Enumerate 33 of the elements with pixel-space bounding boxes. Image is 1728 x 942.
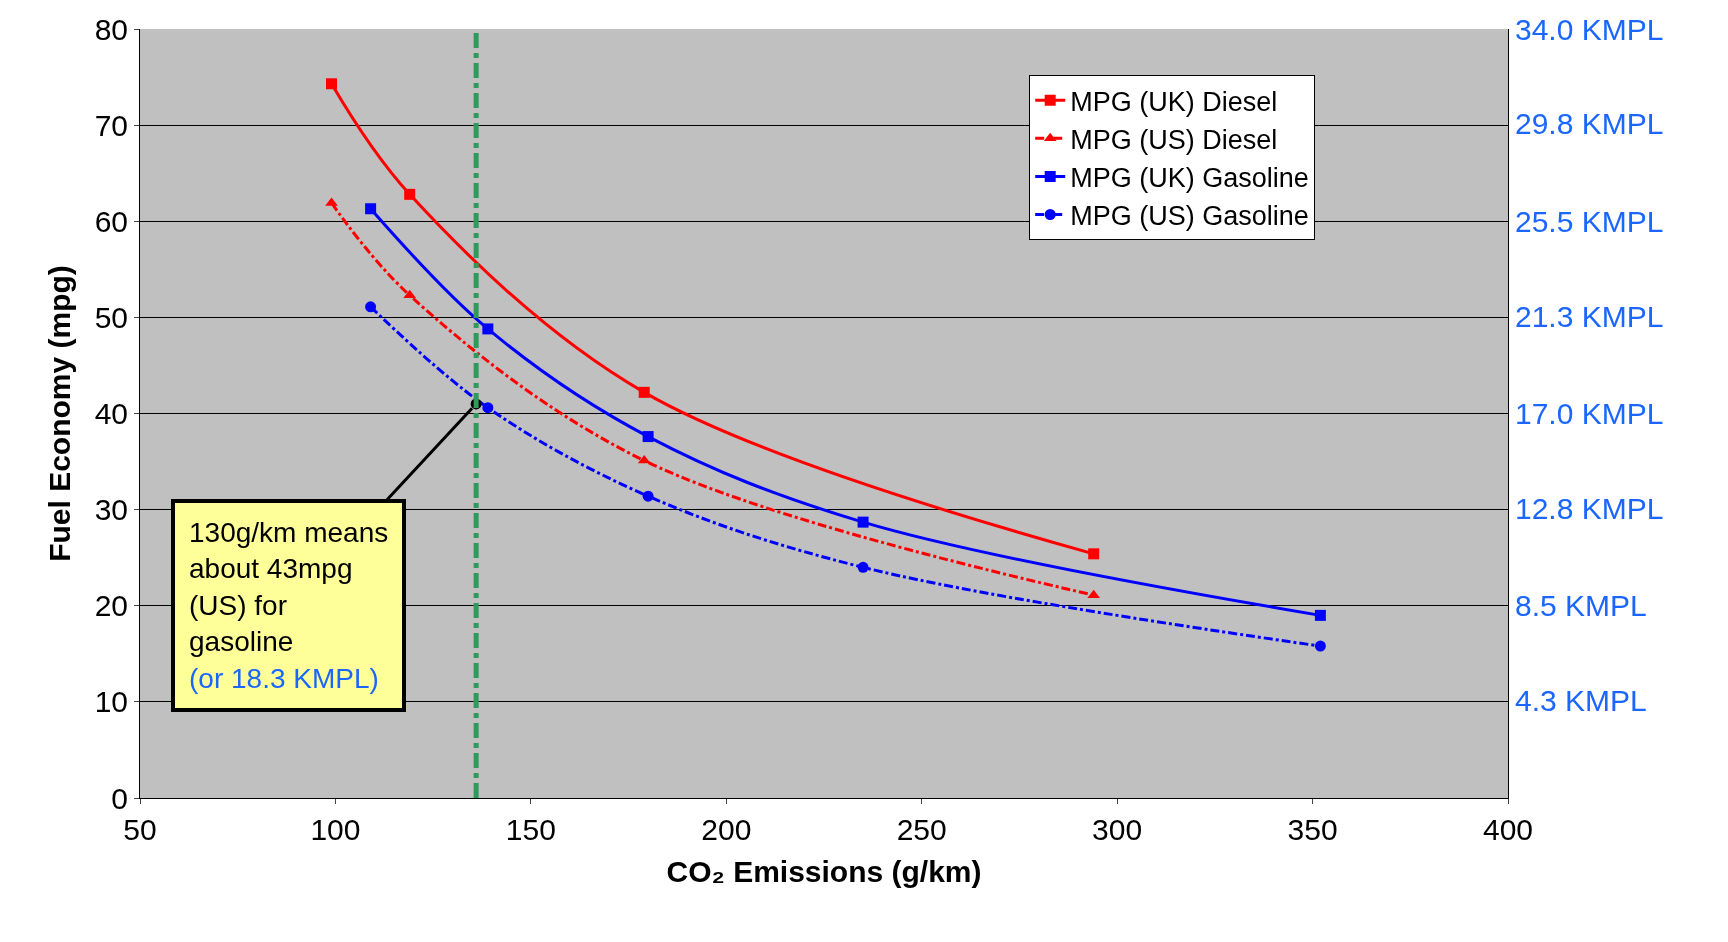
legend-label: MPG (US) Gasoline xyxy=(1070,201,1309,232)
y2-tick-label: 4.3 KMPL xyxy=(1515,684,1647,718)
y-tick-label: 60 xyxy=(94,204,128,238)
y-tick-label: 80 xyxy=(94,12,128,46)
y-tick-label: 70 xyxy=(94,108,128,142)
x-tick-label: 200 xyxy=(701,813,752,846)
annotation: 130g/km means about 43mpg (US) for gasoline xyxy=(189,517,389,658)
y2-tick-label: 29.8 KMPL xyxy=(1515,107,1664,141)
x-tick-label: 400 xyxy=(1482,813,1534,846)
x-tick-label: 50 xyxy=(123,813,157,846)
y2-tick-label: 8.5 KMPL xyxy=(1515,589,1647,623)
y2-tick-label: 34.0 KMPL xyxy=(1515,12,1664,46)
y2-tick-label: 25.5 KMPL xyxy=(1515,204,1664,238)
x-axis-title: CO₂ Emissions (g/km) xyxy=(666,854,982,888)
y-tick-label: 20 xyxy=(94,589,128,623)
y-tick-label: 0 xyxy=(111,781,128,815)
y-tick-label: 10 xyxy=(94,685,128,719)
y-axis-title: Fuel Economy (mpg) xyxy=(42,265,76,562)
x-tick-label: 150 xyxy=(505,813,556,846)
legend-label: MPG (UK) Gasoline xyxy=(1070,162,1309,193)
annotation: (or 18.3 KMPL) xyxy=(189,662,379,694)
legend-label: MPG (US) Diesel xyxy=(1070,124,1278,155)
y-tick-label: 40 xyxy=(94,397,128,430)
y-tick-label: 50 xyxy=(94,300,128,334)
legend-label: MPG (UK) Diesel xyxy=(1070,86,1278,117)
y2-tick-label: 17.0 KMPL xyxy=(1515,397,1664,430)
y2-tick-label: 12.8 KMPL xyxy=(1515,491,1664,525)
y-tick-label: 30 xyxy=(94,493,128,527)
y2-tick-label: 21.3 KMPL xyxy=(1515,299,1664,333)
x-tick-label: 100 xyxy=(310,813,361,846)
x-tick-label: 300 xyxy=(1092,813,1143,846)
x-tick-label: 250 xyxy=(896,813,947,846)
x-tick-label: 350 xyxy=(1287,813,1338,846)
